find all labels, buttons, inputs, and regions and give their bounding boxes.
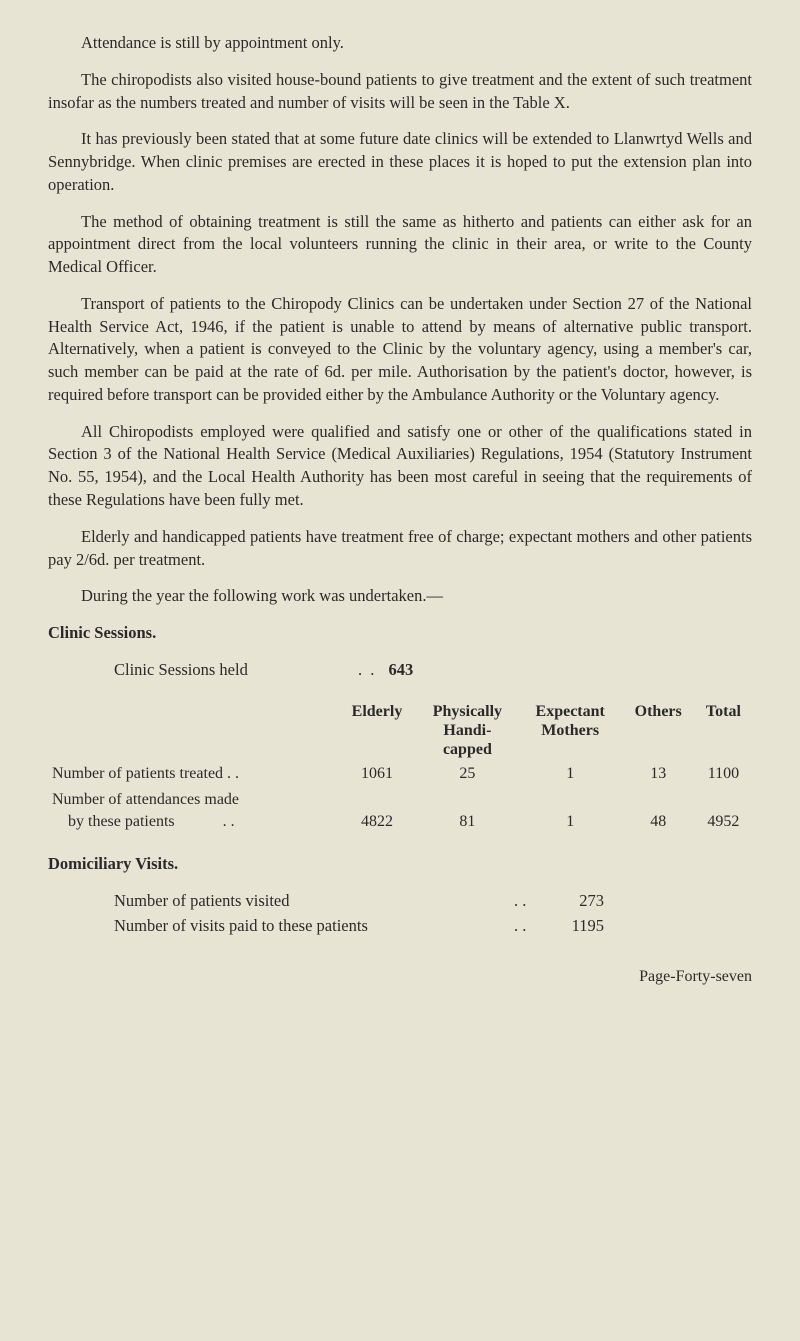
- table-row: Number of attendances made by these pati…: [48, 787, 752, 835]
- clinic-sessions-dots: . .: [260, 660, 376, 679]
- domiciliary-line1-value: 273: [544, 890, 604, 913]
- table-row1-others: 13: [622, 761, 695, 787]
- domiciliary-line1-label: Number of patients visited: [114, 890, 514, 913]
- paragraph-during: During the year the following work was u…: [48, 585, 752, 608]
- clinic-sessions-held-line: Clinic Sessions held . . 643: [48, 659, 752, 682]
- clinic-sessions-held-label: Clinic Sessions held: [114, 659, 248, 682]
- page-footer: Page-Forty-seven: [48, 966, 752, 988]
- table-row1-elderly: 1061: [338, 761, 416, 787]
- table-row2-expectant: 1: [519, 787, 622, 835]
- paragraph-chiropodists: The chiropodists also visited house-boun…: [48, 69, 752, 115]
- clinic-sessions-heading: Clinic Sessions.: [48, 622, 752, 645]
- table-header-expectant: Expectant Mothers: [519, 700, 622, 762]
- table-row2-total: 4952: [695, 787, 752, 835]
- table-row2-label: Number of attendances made by these pati…: [48, 787, 338, 835]
- table-row2-elderly: 4822: [338, 787, 416, 835]
- domiciliary-heading: Domiciliary Visits.: [48, 853, 752, 876]
- table-header-total: Total: [695, 700, 752, 762]
- table-header-blank: [48, 700, 338, 762]
- table-header-others: Others: [622, 700, 695, 762]
- paragraph-qualified: All Chiropodists employed were qualified…: [48, 421, 752, 512]
- domiciliary-line-1: Number of patients visited . . 273: [114, 890, 752, 913]
- paragraph-transport: Transport of patients to the Chiropody C…: [48, 293, 752, 407]
- domiciliary-line1-dots: . .: [514, 890, 544, 913]
- table-row1-physically: 25: [416, 761, 519, 787]
- domiciliary-line2-dots: . .: [514, 915, 544, 938]
- clinic-data-table: Elderly Physically Handi- capped Expecta…: [48, 700, 752, 836]
- table-row1-total: 1100: [695, 761, 752, 787]
- domiciliary-line2-label: Number of visits paid to these patients: [114, 915, 514, 938]
- domiciliary-line2-value: 1195: [544, 915, 604, 938]
- paragraph-method: The method of obtaining treatment is sti…: [48, 211, 752, 279]
- clinic-sessions-held-value: 643: [388, 660, 413, 679]
- paragraph-charge: Elderly and handicapped patients have tr…: [48, 526, 752, 572]
- domiciliary-line-2: Number of visits paid to these patients …: [114, 915, 752, 938]
- table-row2-physically: 81: [416, 787, 519, 835]
- table-row1-label: Number of patients treated . .: [48, 761, 338, 787]
- table-row1-expectant: 1: [519, 761, 622, 787]
- table-row2-others: 48: [622, 787, 695, 835]
- table-header-row: Elderly Physically Handi- capped Expecta…: [48, 700, 752, 762]
- paragraph-extension: It has previously been stated that at so…: [48, 128, 752, 196]
- domiciliary-lines: Number of patients visited . . 273 Numbe…: [48, 890, 752, 938]
- table-row: Number of patients treated . . 1061 25 1…: [48, 761, 752, 787]
- table-header-elderly: Elderly: [338, 700, 416, 762]
- table-header-physically: Physically Handi- capped: [416, 700, 519, 762]
- paragraph-attendance: Attendance is still by appointment only.: [48, 32, 752, 55]
